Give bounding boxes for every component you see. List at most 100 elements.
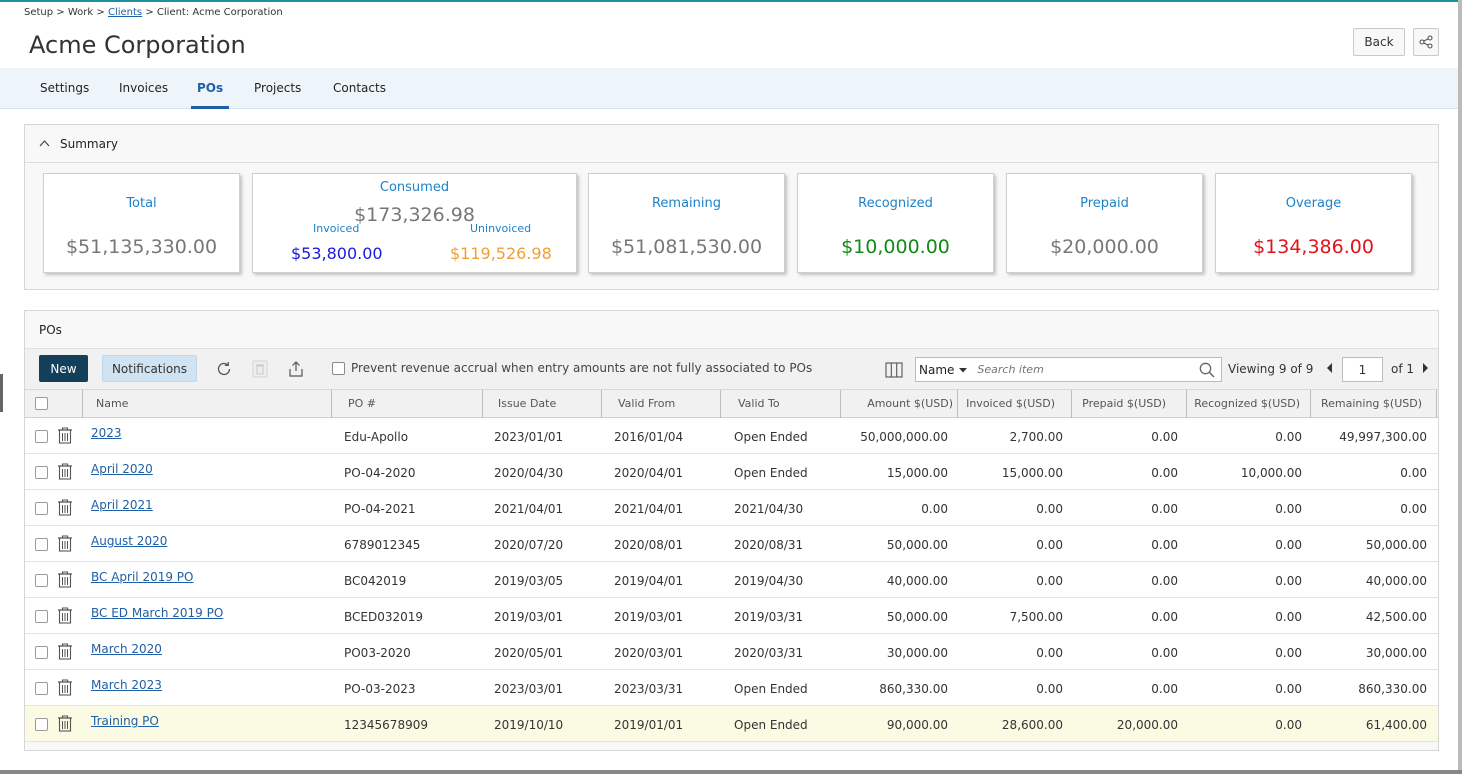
trash-icon[interactable] xyxy=(57,534,73,552)
table-row[interactable]: August 2020 6789012345 2020/07/20 2020/08/0… xyxy=(25,526,1438,562)
refresh-button[interactable] xyxy=(213,358,235,380)
cell-amount: 40,000.00 xyxy=(886,574,948,588)
row-checkbox[interactable] xyxy=(35,682,48,695)
cell-invoiced: 0.00 xyxy=(1036,502,1063,516)
prevent-accrual-checkbox[interactable] xyxy=(332,361,345,375)
row-checkbox[interactable] xyxy=(35,610,48,623)
table-row[interactable]: April 2021 PO-04-2021 2021/04/01 2021/04/01… xyxy=(25,490,1438,526)
table-row[interactable]: BC April 2019 PO BC042019 2019/03/05 2019/0… xyxy=(25,562,1438,598)
search-icon[interactable] xyxy=(1198,361,1216,379)
invoiced-value: $53,800.00 xyxy=(291,244,383,263)
trash-icon[interactable] xyxy=(57,642,73,660)
delete-selected-button[interactable] xyxy=(249,358,271,380)
po-name-link[interactable]: BC ED March 2019 PO xyxy=(91,606,224,620)
cell-remaining: 0.00 xyxy=(1400,502,1427,516)
trash-icon[interactable] xyxy=(57,570,73,588)
column-divider xyxy=(1310,390,1311,418)
row-checkbox[interactable] xyxy=(35,466,48,479)
table-row[interactable]: 2023 Edu-Apollo 2023/01/01 2016/01/04 Open E… xyxy=(25,418,1438,454)
col-header-recognized[interactable]: Recognized $(USD) xyxy=(1194,397,1300,410)
trash-icon[interactable] xyxy=(57,678,73,696)
next-page-icon[interactable] xyxy=(1420,361,1430,375)
card-label: Recognized xyxy=(858,196,933,211)
tab-settings[interactable]: Settings xyxy=(40,81,90,95)
trash-icon[interactable] xyxy=(57,498,73,516)
back-button[interactable]: Back xyxy=(1353,28,1405,56)
po-name-link[interactable]: March 2023 xyxy=(91,678,162,692)
share-button[interactable] xyxy=(1413,28,1439,56)
search-field-select[interactable]: Name xyxy=(916,363,969,377)
row-checkbox[interactable] xyxy=(35,574,48,587)
col-header-invoiced[interactable]: Invoiced $(USD) xyxy=(966,397,1055,410)
po-name-link[interactable]: 2023 xyxy=(91,426,122,440)
col-header-valid-to[interactable]: Valid To xyxy=(738,397,780,410)
cell-prepaid: 20,000.00 xyxy=(1116,718,1178,732)
cell-remaining: 860,330.00 xyxy=(1358,682,1427,696)
po-name-link[interactable]: April 2020 xyxy=(91,462,153,476)
col-header-amount[interactable]: Amount $(USD) xyxy=(867,397,953,410)
breadcrumb-work[interactable]: Work xyxy=(67,7,94,18)
tab-contacts[interactable]: Contacts xyxy=(333,81,386,95)
cell-invoiced: 0.00 xyxy=(1036,682,1063,696)
cell-po-number: 6789012345 xyxy=(344,538,421,552)
po-name-link[interactable]: Training PO xyxy=(91,714,159,728)
row-checkbox[interactable] xyxy=(35,646,48,659)
table-row[interactable]: BC ED March 2019 PO BCED032019 2019/03/01 2… xyxy=(25,598,1438,634)
tab-invoices[interactable]: Invoices xyxy=(119,81,169,95)
table-row[interactable]: Training PO 12345678909 2019/10/10 2019/01/… xyxy=(25,706,1438,742)
pos-panel-title: POs xyxy=(25,311,1438,349)
breadcrumb-setup[interactable]: Setup xyxy=(24,7,54,18)
cell-recognized: 10,000.00 xyxy=(1240,466,1302,480)
cell-remaining: 40,000.00 xyxy=(1365,574,1427,588)
cell-po-number: 12345678909 xyxy=(344,718,428,732)
row-checkbox[interactable] xyxy=(35,718,48,731)
po-name-link[interactable]: BC April 2019 PO xyxy=(91,570,194,584)
cell-valid-to: Open Ended xyxy=(734,682,808,696)
breadcrumb-clients-link[interactable]: Clients xyxy=(107,7,143,18)
trash-icon[interactable] xyxy=(57,426,73,444)
search-input[interactable] xyxy=(977,363,1193,376)
trash-icon[interactable] xyxy=(57,462,73,480)
col-header-name[interactable]: Name xyxy=(96,397,129,410)
notifications-button[interactable]: Notifications xyxy=(102,355,197,382)
summary-toggle[interactable]: Summary xyxy=(25,125,1438,163)
prevent-accrual-option: Prevent revenue accrual when entry amoun… xyxy=(332,361,812,375)
cell-prepaid: 0.00 xyxy=(1151,538,1178,552)
row-checkbox[interactable] xyxy=(35,538,48,551)
table-row[interactable]: March 2020 PO03-2020 2020/05/01 2020/03/01 2… xyxy=(25,634,1438,670)
cell-invoiced: 0.00 xyxy=(1036,574,1063,588)
select-all-checkbox[interactable] xyxy=(35,397,48,410)
row-checkbox[interactable] xyxy=(35,430,48,443)
col-header-remaining[interactable]: Remaining $(USD) xyxy=(1321,397,1422,410)
prev-page-icon[interactable] xyxy=(1325,361,1335,375)
trash-icon[interactable] xyxy=(57,606,73,624)
col-header-issue-date[interactable]: Issue Date xyxy=(498,397,557,410)
trash-icon[interactable] xyxy=(57,714,73,732)
col-header-valid-from[interactable]: Valid From xyxy=(618,397,676,410)
cell-po-number: BCED032019 xyxy=(344,610,424,624)
tab-pos[interactable]: POs xyxy=(191,68,230,109)
table-row[interactable]: March 2023 PO-03-2023 2023/03/01 2023/03/31… xyxy=(25,670,1438,706)
po-name-link[interactable]: August 2020 xyxy=(91,534,168,548)
row-checkbox[interactable] xyxy=(35,502,48,515)
table-row[interactable]: April 2020 PO-04-2020 2020/04/30 2020/04/01… xyxy=(25,454,1438,490)
export-button[interactable] xyxy=(285,358,307,380)
chevron-up-icon xyxy=(39,140,50,147)
cell-invoiced: 2,700.00 xyxy=(1009,430,1063,444)
col-header-po[interactable]: PO # xyxy=(348,397,377,410)
tab-projects[interactable]: Projects xyxy=(254,81,302,95)
new-po-button[interactable]: New xyxy=(39,355,88,382)
column-divider xyxy=(331,390,332,418)
card-value: $173,326.98 xyxy=(354,204,475,226)
column-divider xyxy=(840,390,841,418)
summary-card-recognized: Recognized $10,000.00 xyxy=(797,173,994,273)
cell-amount: 15,000.00 xyxy=(886,466,948,480)
page-number-input[interactable] xyxy=(1342,357,1383,382)
po-name-link[interactable]: March 2020 xyxy=(91,642,162,656)
cell-po-number: PO03-2020 xyxy=(344,646,411,660)
column-divider xyxy=(720,390,721,418)
po-name-link[interactable]: April 2021 xyxy=(91,498,153,512)
columns-button[interactable] xyxy=(883,359,905,381)
col-header-prepaid[interactable]: Prepaid $(USD) xyxy=(1082,397,1166,410)
cell-issue-date: 2020/07/20 xyxy=(494,538,564,552)
